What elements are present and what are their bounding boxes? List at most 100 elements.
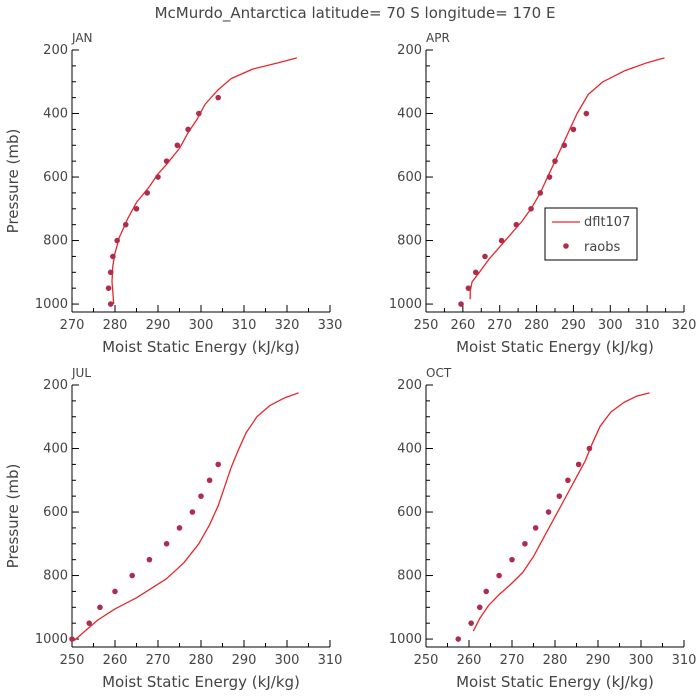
x-tick-label: 270 [146,653,171,668]
obs-point [215,94,221,101]
obs-point [69,636,75,642]
y-tick-label: 1000 [389,297,422,312]
x-tick-label: 250 [414,318,439,333]
obs-point [528,205,534,212]
x-tick-label: 310 [318,653,343,668]
obs-point [105,285,112,291]
obs-point [522,540,528,547]
obs-point [586,445,593,452]
x-tick-label: 250 [414,653,439,668]
x-tick-label: 260 [103,653,128,668]
obs-point [509,556,515,563]
y-tick-label: 600 [43,170,68,185]
panel-label: APR [426,31,450,45]
obs-point [455,636,462,642]
x-tick-label: 310 [672,653,697,668]
x-tick-label: 260 [457,653,482,668]
obs-point [174,142,181,149]
panel-apr: 250 260 270 280 290 300 310 320 200 400 600 800 1000… [389,31,697,356]
legend-entry-model: dflt107 [584,215,630,230]
obs-point [498,237,505,244]
obs-point [146,556,153,563]
x-tick-label: 300 [275,653,300,668]
y-tick-label: 1000 [35,297,68,312]
obs-point [112,588,118,595]
obs-point [482,253,488,260]
x-tick-label: 250 [60,653,85,668]
obs-point [552,158,558,164]
figure-title: McMurdo_Antarctica latitude= 70 S longit… [155,4,556,23]
legend: dflt107 raobs [544,207,638,261]
x-axis-title: Moist Static Energy (kJ/kg) [102,673,300,691]
obs-point [546,174,553,180]
y-tick-label: 600 [397,505,422,520]
x-tick-label: 270 [60,318,85,333]
y-tick-label: 800 [397,569,422,584]
x-tick-label: 330 [318,318,343,333]
obs-point [496,572,502,579]
obs-point [468,620,474,626]
obs-point [110,253,116,260]
obs-point [561,142,568,149]
obs-point [476,604,483,611]
x-tick-label: 310 [232,318,257,333]
x-tick-label: 300 [598,318,623,333]
x-tick-label: 290 [146,318,171,333]
model-line [472,392,650,632]
y-tick-label: 1000 [389,632,422,647]
obs-point [133,205,140,212]
y-tick-label: 200 [43,378,68,393]
obs-point [575,461,582,468]
obs-point [513,221,520,228]
y-tick-label: 800 [397,234,422,249]
obs-point [545,509,552,515]
y-tick-label: 200 [43,43,68,58]
x-tick-label: 290 [586,653,611,668]
panel-oct: 250 260 270 280 290 300 310 200 400 600 800 1000 OCT… [389,366,697,691]
obs-point [465,285,472,291]
y-tick-label: 400 [397,107,422,122]
x-tick-label: 280 [524,318,549,333]
obs-point [458,301,464,307]
y-axis-title: Pressure (mb) [4,464,22,569]
obs-point [206,477,213,484]
x-tick-label: 280 [189,653,214,668]
obs-point [556,493,563,499]
x-tick-label: 320 [275,318,300,333]
x-tick-label: 300 [189,318,214,333]
obs-point [97,604,103,611]
y-tick-label: 400 [43,107,68,122]
y-tick-label: 800 [43,569,68,584]
x-tick-label: 320 [672,318,697,333]
obs-point [215,461,221,468]
model-line [111,57,298,305]
panel-label: OCT [426,366,452,380]
x-tick-label: 280 [103,318,128,333]
y-tick-label: 600 [397,170,422,185]
x-tick-label: 280 [543,653,568,668]
y-tick-label: 600 [43,505,68,520]
y-tick-label: 400 [397,442,422,457]
obs-point [583,110,590,117]
obs-point [129,572,135,579]
y-tick-label: 400 [43,442,68,457]
legend-dot-swatch [563,243,569,249]
obs-point [198,493,204,499]
obs-point [163,540,170,547]
obs-point [565,477,571,484]
obs-point [196,110,202,117]
panel-label: JUL [71,366,91,380]
panel-jul: 250 260 270 280 290 300 310 200 400 600 800 1000 JUL… [4,366,342,691]
x-tick-label: 310 [635,318,660,333]
obs-point [570,126,577,133]
legend-entry-obs: raobs [584,240,621,255]
obs-point [189,509,196,515]
x-tick-label: 290 [561,318,586,333]
x-axis-title: Moist Static Energy (kJ/kg) [456,338,654,356]
x-tick-label: 300 [629,653,654,668]
obs-point [163,158,170,164]
obs-point [532,525,539,531]
obs-point [107,269,114,276]
y-axis-title: Pressure (mb) [4,129,22,234]
